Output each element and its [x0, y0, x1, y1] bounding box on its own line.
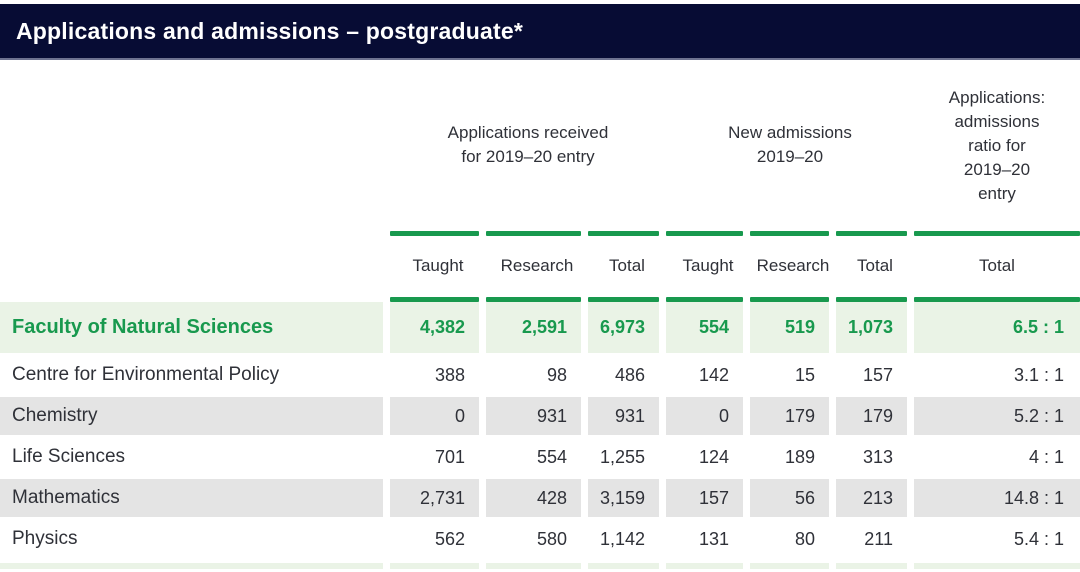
- cell-value: 1,073: [836, 302, 914, 356]
- report-page: Applications and admissions – postgradua…: [0, 4, 1080, 572]
- cell-value: 428: [486, 479, 588, 520]
- green-rule: [486, 296, 581, 302]
- green-rule: [914, 296, 1080, 302]
- green-rule: [390, 230, 479, 236]
- table-row-faculty-of-natural-sciences: Faculty of Natural Sciences 4,382 2,591 …: [0, 302, 1080, 356]
- rule-row-top: [0, 230, 1080, 236]
- green-rule: [836, 296, 907, 302]
- column-header-taught-admissions: Taught: [682, 256, 734, 275]
- column-header-research-applications: Research: [500, 256, 574, 275]
- green-rule: [588, 230, 659, 236]
- cell-value: 211: [836, 520, 914, 561]
- group-header-line: for 2019–20 entry: [461, 147, 595, 166]
- title-bar: Applications and admissions – postgradua…: [0, 4, 1080, 60]
- table-row-centre-for-environmental-policy: Centre for Environmental Policy 388 98 4…: [0, 356, 1080, 397]
- cell-value: 562: [390, 520, 486, 561]
- cell-value: 931: [486, 397, 588, 438]
- row-label: Life Sciences: [0, 438, 390, 479]
- cell-value: 142: [666, 356, 750, 397]
- green-rule: [666, 230, 743, 236]
- column-header-taught-applications: Taught: [412, 256, 464, 275]
- group-header-line: ratio for: [968, 135, 1026, 155]
- cell-value: 931: [588, 397, 666, 438]
- group-header-line: New admissions: [728, 123, 852, 142]
- group-header-line: admissions: [954, 111, 1040, 131]
- cell-value: 131: [666, 520, 750, 561]
- group-header-line: 2019–20: [963, 159, 1031, 179]
- cell-value: 4,382: [390, 302, 486, 356]
- cell-value: 15: [750, 356, 836, 397]
- cell-value: 1,142: [588, 520, 666, 561]
- cell-value: 213: [836, 479, 914, 520]
- group-header-line: Applications received: [447, 123, 609, 142]
- cell-ratio: 5.2 : 1: [914, 397, 1080, 438]
- green-rule: [914, 230, 1080, 236]
- row-label: Centre for Environmental Policy: [0, 356, 390, 397]
- cell-value: 554: [666, 302, 750, 356]
- cell-value: 98: [486, 356, 588, 397]
- group-header-new-admissions: New admissions 2019–20: [666, 60, 914, 230]
- cell-value: 179: [750, 397, 836, 438]
- cell-value: 189: [750, 438, 836, 479]
- column-header-row: Taught Research Total Taught Research To…: [0, 236, 1080, 296]
- green-rule: [750, 296, 829, 302]
- cell-ratio: 4 : 1: [914, 438, 1080, 479]
- cell-value: 313: [836, 438, 914, 479]
- page-title: Applications and admissions – postgradua…: [16, 17, 524, 44]
- cell-value: 157: [836, 356, 914, 397]
- cell-ratio: 3.1 : 1: [914, 356, 1080, 397]
- cell-value: 2,591: [486, 302, 588, 356]
- green-rule: [390, 296, 479, 302]
- column-header-research-admissions: Research: [756, 256, 830, 275]
- column-header-total-ratio: Total: [979, 256, 1015, 275]
- group-header-line: 2019–20: [756, 147, 824, 166]
- cell-value: 0: [666, 397, 750, 438]
- cell-value: 2,731: [390, 479, 486, 520]
- cell-value: 701: [390, 438, 486, 479]
- green-rule: [588, 296, 659, 302]
- cell-value: 179: [836, 397, 914, 438]
- table-row-physics: Physics 562 580 1,142 131 80 211 5.4 : 1: [0, 520, 1080, 561]
- row-label: Mathematics: [0, 479, 390, 520]
- cell-ratio: 6.5 : 1: [914, 302, 1080, 356]
- group-header-row: Applications received for 2019–20 entry …: [0, 60, 1080, 230]
- table-row-life-sciences: Life Sciences 701 554 1,255 124 189 313 …: [0, 438, 1080, 479]
- cell-value: 388: [390, 356, 486, 397]
- cell-value: 519: [750, 302, 836, 356]
- cell-value: 157: [666, 479, 750, 520]
- green-rule: [486, 230, 581, 236]
- cell-value: 80: [750, 520, 836, 561]
- cell-value: 486: [588, 356, 666, 397]
- group-header-line: entry: [978, 183, 1016, 203]
- group-header-ratio: Applications: admissions ratio for 2019–…: [914, 60, 1080, 230]
- rule-row-bottom: [0, 296, 1080, 302]
- group-header-line: Applications:: [948, 87, 1046, 107]
- cell-value: 6,973: [588, 302, 666, 356]
- group-header-applications-received: Applications received for 2019–20 entry: [390, 60, 666, 230]
- cell-value: 56: [750, 479, 836, 520]
- row-label: Faculty of Natural Sciences: [0, 302, 390, 356]
- cell-value: 554: [486, 438, 588, 479]
- cell-value: 580: [486, 520, 588, 561]
- cell-value: 124: [666, 438, 750, 479]
- cell-ratio: 5.4 : 1: [914, 520, 1080, 561]
- table-row-chemistry: Chemistry 0 931 931 0 179 179 5.2 : 1: [0, 397, 1080, 438]
- cell-value: 0: [390, 397, 486, 438]
- green-rule: [836, 230, 907, 236]
- table-row-cutoff: [0, 561, 1080, 569]
- admissions-table: Applications received for 2019–20 entry …: [0, 60, 1080, 569]
- cell-value: 1,255: [588, 438, 666, 479]
- cell-value: 3,159: [588, 479, 666, 520]
- row-label: Chemistry: [0, 397, 390, 438]
- green-rule: [666, 296, 743, 302]
- group-header-spacer: [0, 60, 390, 230]
- cell-ratio: 14.8 : 1: [914, 479, 1080, 520]
- table-row-mathematics: Mathematics 2,731 428 3,159 157 56 213 1…: [0, 479, 1080, 520]
- column-header-total-admissions: Total: [857, 256, 893, 275]
- row-label: Physics: [0, 520, 390, 561]
- green-rule: [750, 230, 829, 236]
- column-header-total-applications: Total: [609, 256, 645, 275]
